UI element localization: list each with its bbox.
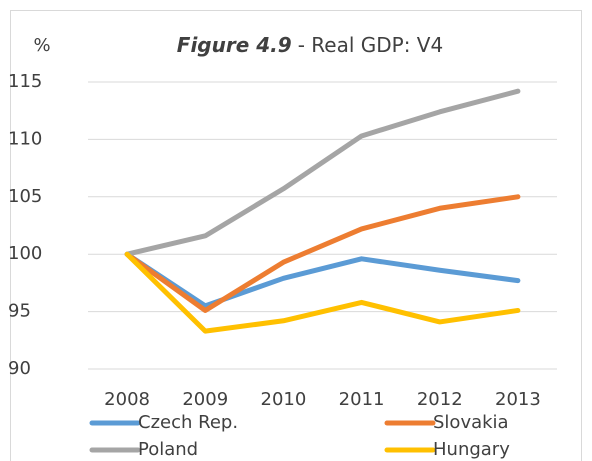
x-tick-label: 2011 bbox=[339, 389, 385, 410]
x-tick-label: 2012 bbox=[417, 389, 463, 410]
series-line bbox=[124, 88, 521, 257]
x-tick-label: 2008 bbox=[104, 389, 150, 410]
y-tick-label: 110 bbox=[8, 128, 42, 149]
x-tick-label: 2013 bbox=[495, 389, 541, 410]
x-tick-label: 2010 bbox=[261, 389, 307, 410]
legend-label: Czech Rep. bbox=[138, 412, 238, 433]
y-tick-label: 95 bbox=[8, 301, 31, 322]
series-line bbox=[124, 194, 521, 313]
title-text: - Real GDP: V4 bbox=[298, 33, 444, 57]
y-tick-label: 90 bbox=[8, 358, 31, 379]
title-emphasis: Figure 4.9 bbox=[177, 33, 292, 57]
series-line bbox=[124, 251, 521, 309]
legend-label: Slovakia bbox=[433, 412, 509, 433]
y-tick-label: 115 bbox=[8, 71, 42, 92]
y-tick-label: 105 bbox=[8, 186, 42, 207]
chart-frame bbox=[10, 10, 582, 461]
y-tick-label: 100 bbox=[8, 243, 42, 264]
legend-label: Hungary bbox=[433, 439, 510, 460]
x-tick-label: 2009 bbox=[182, 389, 228, 410]
series-line bbox=[124, 251, 521, 334]
chart-title: Figure 4.9- Real GDP: V4 bbox=[177, 33, 443, 57]
legend-label: Poland bbox=[138, 439, 198, 460]
y-axis-label: % bbox=[33, 35, 50, 56]
